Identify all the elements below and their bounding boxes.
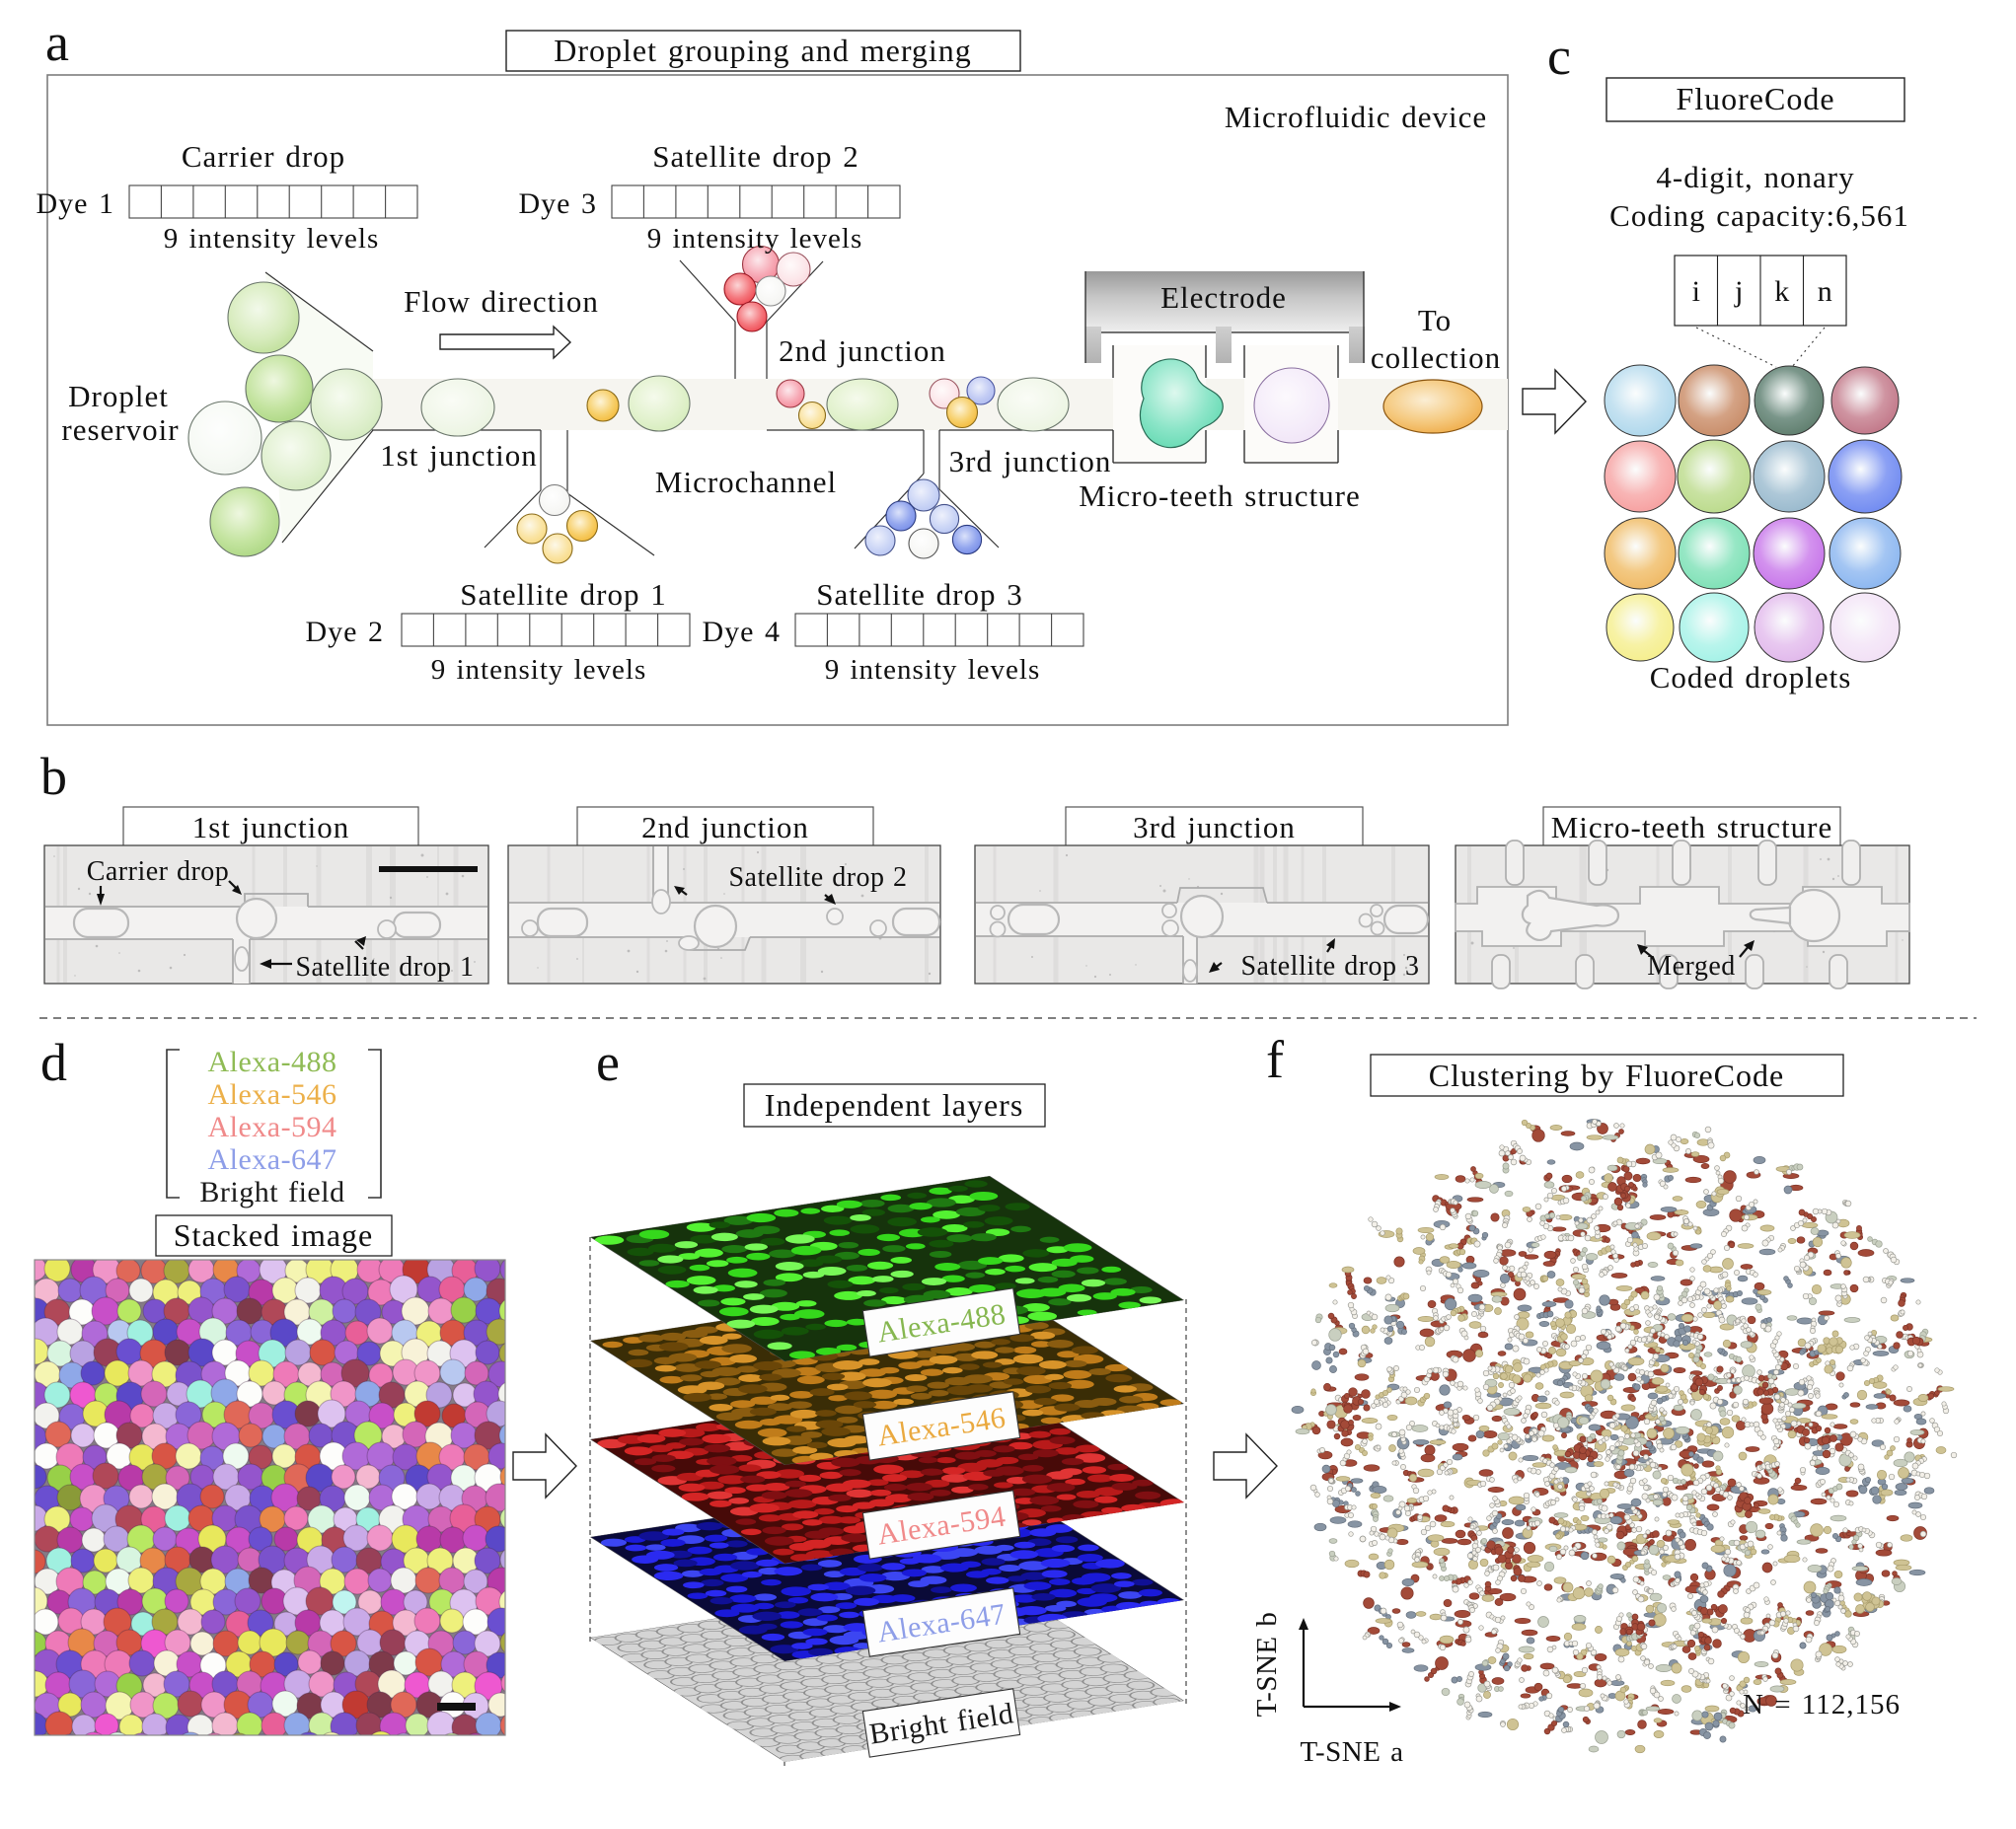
svg-text:Droplet: Droplet bbox=[68, 379, 169, 413]
svg-text:Alexa-546: Alexa-546 bbox=[207, 1078, 336, 1111]
svg-text:3rd junction: 3rd junction bbox=[1133, 810, 1296, 844]
svg-text:e: e bbox=[596, 1033, 620, 1092]
svg-text:Flow direction: Flow direction bbox=[404, 284, 599, 319]
svg-text:f: f bbox=[1266, 1030, 1284, 1089]
svg-text:Coded droplets: Coded droplets bbox=[1650, 660, 1852, 695]
svg-text:Bright field: Bright field bbox=[199, 1176, 344, 1208]
svg-text:Electrode: Electrode bbox=[1160, 280, 1287, 315]
svg-text:j: j bbox=[1734, 275, 1743, 308]
svg-text:1st junction: 1st junction bbox=[380, 438, 538, 473]
svg-text:Dye 4: Dye 4 bbox=[703, 616, 781, 648]
svg-text:9 intensity levels: 9 intensity levels bbox=[647, 223, 863, 255]
svg-text:Carrier drop: Carrier drop bbox=[182, 139, 345, 174]
svg-text:Clustering by FluoreCode: Clustering by FluoreCode bbox=[1429, 1058, 1784, 1093]
svg-text:Satellite drop 1: Satellite drop 1 bbox=[460, 577, 666, 612]
svg-text:1st junction: 1st junction bbox=[192, 810, 350, 844]
svg-text:Alexa-594: Alexa-594 bbox=[207, 1111, 336, 1143]
svg-text:9 intensity levels: 9 intensity levels bbox=[825, 654, 1041, 686]
svg-text:9 intensity levels: 9 intensity levels bbox=[164, 223, 380, 255]
svg-text:Microchannel: Microchannel bbox=[655, 465, 837, 499]
svg-text:i: i bbox=[1692, 275, 1700, 308]
svg-text:Independent layers: Independent layers bbox=[765, 1087, 1024, 1123]
svg-text:Coding capacity:6,561: Coding capacity:6,561 bbox=[1609, 198, 1909, 233]
svg-text:Merged: Merged bbox=[1647, 951, 1736, 982]
svg-text:collection: collection bbox=[1371, 340, 1501, 375]
svg-text:3rd junction: 3rd junction bbox=[949, 444, 1112, 478]
svg-text:9 intensity levels: 9 intensity levels bbox=[431, 654, 647, 686]
svg-text:Satellite drop 2: Satellite drop 2 bbox=[652, 139, 859, 174]
svg-text:Dye 3: Dye 3 bbox=[519, 187, 597, 220]
svg-text:Satellite drop 2: Satellite drop 2 bbox=[728, 862, 907, 893]
svg-text:reservoir: reservoir bbox=[61, 412, 179, 447]
svg-text:4-digit, nonary: 4-digit, nonary bbox=[1656, 160, 1854, 194]
svg-text:Alexa-647: Alexa-647 bbox=[207, 1143, 336, 1176]
svg-text:c: c bbox=[1547, 27, 1571, 86]
svg-text:Dye 2: Dye 2 bbox=[306, 616, 384, 648]
svg-text:To: To bbox=[1418, 303, 1452, 337]
svg-text:Carrier drop: Carrier drop bbox=[87, 856, 230, 887]
svg-text:k: k bbox=[1774, 275, 1789, 308]
svg-text:Microfluidic device: Microfluidic device bbox=[1225, 100, 1487, 134]
svg-text:Satellite drop 3: Satellite drop 3 bbox=[816, 577, 1022, 612]
svg-text:Satellite drop 3: Satellite drop 3 bbox=[1240, 951, 1419, 982]
svg-text:Droplet grouping and merging: Droplet grouping and merging bbox=[554, 33, 972, 68]
svg-text:FluoreCode: FluoreCode bbox=[1676, 81, 1834, 116]
svg-text:2nd junction: 2nd junction bbox=[779, 333, 946, 368]
svg-text:Micro-teeth structure: Micro-teeth structure bbox=[1551, 810, 1833, 844]
svg-text:n: n bbox=[1818, 275, 1832, 308]
svg-text:Stacked image: Stacked image bbox=[174, 1217, 373, 1253]
svg-text:a: a bbox=[45, 13, 69, 72]
svg-text:Micro-teeth structure: Micro-teeth structure bbox=[1079, 478, 1361, 513]
svg-text:Dye 1: Dye 1 bbox=[37, 187, 114, 220]
svg-text:2nd junction: 2nd junction bbox=[641, 810, 809, 844]
svg-text:Alexa-488: Alexa-488 bbox=[207, 1046, 336, 1078]
svg-text:d: d bbox=[40, 1033, 67, 1092]
svg-text:b: b bbox=[40, 747, 67, 806]
svg-text:Satellite drop 1: Satellite drop 1 bbox=[295, 952, 474, 983]
